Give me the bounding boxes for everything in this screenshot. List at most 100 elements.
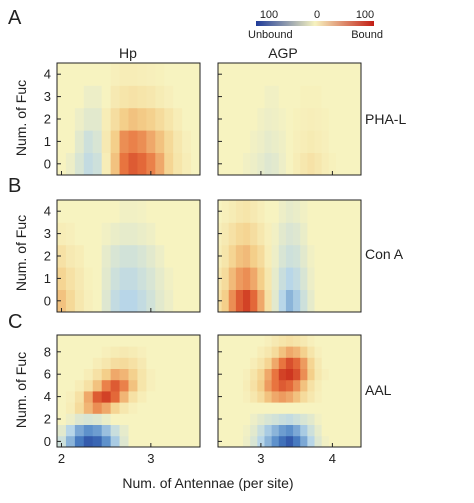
heatmap-cell <box>350 200 358 223</box>
heatmap-cell <box>110 267 120 290</box>
y-tick-label: 0 <box>44 156 51 171</box>
heatmap-cell <box>57 222 67 246</box>
heatmap-cell <box>164 289 174 313</box>
heatmap-cell <box>350 435 358 448</box>
heatmap-cell <box>83 424 94 437</box>
heatmap-cell <box>128 107 138 131</box>
x-tick-label: 3 <box>257 451 264 466</box>
heatmap-cell <box>350 357 358 369</box>
heatmap-cell <box>328 402 337 414</box>
heatmap-cell <box>92 222 103 246</box>
heatmap-cell <box>278 130 287 153</box>
heatmap-cell <box>83 63 94 86</box>
heatmap-cell <box>191 391 201 403</box>
heatmap-cell <box>321 357 330 369</box>
heatmap-cell <box>173 346 183 358</box>
heatmap-cell <box>83 222 94 246</box>
heatmap-cell <box>350 85 358 109</box>
heatmap-cell <box>119 435 129 448</box>
heatmap-cell <box>335 424 344 437</box>
heatmap-cell <box>285 391 294 403</box>
heatmap-cell <box>218 379 222 392</box>
heatmap-cell <box>343 152 351 176</box>
heatmap-cell <box>257 244 265 268</box>
heatmap-cell <box>65 424 76 437</box>
heatmap-cell <box>293 85 301 109</box>
heatmap-cell <box>285 346 294 358</box>
heatmap-cell <box>271 222 280 246</box>
heatmap-cell <box>314 368 323 381</box>
heatmap-cell <box>278 402 287 414</box>
heatmap-cell <box>221 435 230 448</box>
heatmap-cell <box>221 200 230 223</box>
y-tick-label: 2 <box>44 112 51 127</box>
heatmap-cell <box>65 391 76 403</box>
heatmap-cell <box>328 152 337 176</box>
colorbar-unbound-label: Unbound <box>248 29 293 41</box>
heatmap-cell <box>191 402 201 414</box>
heatmap-cell <box>137 368 147 381</box>
heatmap-cell <box>307 413 315 425</box>
heatmap-cell <box>307 222 315 246</box>
heatmap-cell <box>101 130 112 153</box>
heatmap-cell <box>257 63 265 86</box>
heatmap-cell <box>343 63 351 86</box>
y-tick-label: 3 <box>44 89 51 104</box>
heatmap-cell <box>307 63 315 86</box>
heatmap-cell <box>92 244 103 268</box>
heatmap-cell <box>300 379 308 392</box>
heatmap-cell <box>335 107 344 131</box>
heatmap-cell <box>264 152 273 176</box>
heatmap-cell <box>343 200 351 223</box>
heatmap-cell <box>92 63 103 86</box>
heatmap-cell <box>257 152 265 176</box>
heatmap-cell <box>221 368 230 381</box>
heatmap-cell <box>92 267 103 290</box>
heatmap-cell <box>57 267 67 290</box>
heatmap-cell <box>271 346 280 358</box>
heatmap-cell <box>243 244 251 268</box>
heatmap-cell <box>357 152 362 176</box>
heatmap-cell <box>343 267 351 290</box>
heatmap-cell <box>293 391 301 403</box>
heatmap-cell <box>278 267 287 290</box>
heatmap-cell <box>155 244 165 268</box>
heatmap-cell <box>243 391 251 403</box>
heatmap-cell <box>285 244 294 268</box>
heatmap-cell <box>307 368 315 381</box>
heatmap-cell <box>119 244 129 268</box>
heatmap-cell <box>350 289 358 313</box>
heatmap-cell <box>235 267 244 290</box>
heatmap-cell <box>92 402 103 414</box>
heatmap-cell <box>278 379 287 392</box>
heatmap-cell <box>101 85 112 109</box>
heatmap-cell <box>285 85 294 109</box>
heatmap-cell <box>128 424 138 437</box>
heatmap-cell <box>65 200 76 223</box>
heatmap-cell <box>343 85 351 109</box>
heatmap-cell <box>57 413 67 425</box>
heatmap-cell <box>314 107 323 131</box>
heatmap-cell <box>250 244 258 268</box>
heatmap-cell <box>300 222 308 246</box>
heatmap-cell <box>110 413 120 425</box>
heatmap-cell <box>235 85 244 109</box>
heatmap-cell <box>65 107 76 131</box>
heatmap-cell <box>101 200 112 223</box>
heatmap-hp-pha-l: 0 1 2 3 4 <box>44 62 201 176</box>
heatmap-cell <box>321 267 330 290</box>
heatmap-cell <box>357 435 362 448</box>
heatmap-cell <box>250 357 258 369</box>
heatmap-cell <box>92 357 103 369</box>
heatmap-cell <box>293 335 301 347</box>
heatmap-cell <box>164 267 174 290</box>
heatmap-cell <box>128 335 138 347</box>
heatmap-cell <box>357 63 362 86</box>
heatmap-cell <box>137 63 147 86</box>
colorbar-max-label: 100 <box>356 9 374 21</box>
heatmap-cell <box>119 391 129 403</box>
heatmap-cell <box>278 346 287 358</box>
heatmap-cell <box>65 130 76 153</box>
heatmap-cell <box>278 200 287 223</box>
heatmap-cell <box>350 402 358 414</box>
